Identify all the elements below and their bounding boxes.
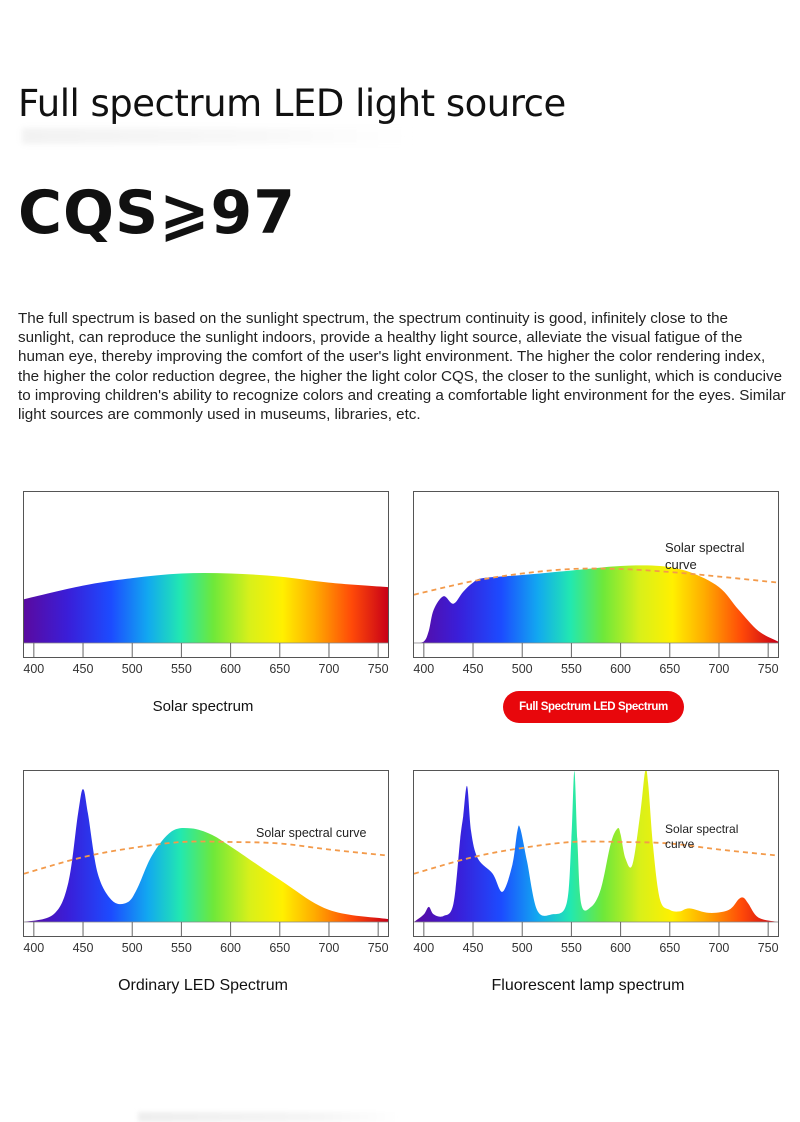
x-tick-label: 750: [368, 662, 389, 676]
ordinary-led-chart: Solar spectral curve 400 450 500 550 600 650 7…: [23, 770, 389, 960]
x-tick-label: 600: [610, 941, 631, 955]
x-tick-label: 600: [220, 662, 241, 676]
x-tick-label: 550: [171, 941, 192, 955]
x-tick-label: 650: [269, 941, 290, 955]
fluorescent-lamp-svg: Solar spectral curve 400 450 500 550 600 650 7…: [413, 770, 779, 955]
solar-curve-label-line2: curve: [665, 837, 695, 851]
solar-reference-curve: [413, 567, 779, 596]
bottom-text-decoration: [138, 1112, 398, 1122]
x-tick-label: 750: [368, 941, 389, 955]
solar-spectrum-chart: 400 450 500 550 600 650 700 750: [23, 491, 389, 681]
spectrum-area: [414, 565, 778, 643]
plot-frame: [413, 770, 779, 937]
solar-spectrum-svg: 400 450 500 550 600 650 700 750: [23, 491, 389, 676]
x-tick-label: 600: [220, 941, 241, 955]
x-tick-label: 500: [512, 662, 533, 676]
x-tick-label: 650: [269, 662, 290, 676]
x-tick-label: 450: [73, 941, 94, 955]
x-tick-label: 700: [319, 941, 340, 955]
x-tick-label: 500: [512, 941, 533, 955]
plot-frame: [413, 491, 779, 658]
plot-frame: [23, 770, 389, 937]
x-tick-label: 750: [758, 941, 779, 955]
spectrum-area: [414, 770, 778, 922]
solar-reference-curve: [23, 840, 389, 875]
x-tick-label: 700: [709, 941, 730, 955]
x-tick-label: 650: [659, 662, 680, 676]
x-tick-label: 550: [561, 941, 582, 955]
x-tick-label: 400: [413, 662, 434, 676]
x-tick-label: 600: [610, 662, 631, 676]
spectrum-area: [24, 789, 388, 922]
title-shadow-decoration: [22, 128, 412, 144]
x-tick-label: 700: [319, 662, 340, 676]
solar-reference-curve: [413, 840, 779, 875]
fluorescent-lamp-chart: Solar spectral curve 400 450 500 550 600 650 7…: [413, 770, 779, 960]
fluorescent-lamp-caption: Fluorescent lamp spectrum: [491, 977, 685, 994]
x-tick-label: 400: [23, 941, 44, 955]
solar-curve-label: Solar spectral curve: [256, 826, 367, 840]
x-tick-label: 450: [73, 662, 94, 676]
solar-curve-label-line1: Solar spectral: [665, 822, 738, 836]
solar-spectrum-caption: Solar spectrum: [152, 698, 254, 715]
solar-curve-label-line1: Solar spectral: [665, 540, 745, 555]
cqs-metric: CQS⩾97: [18, 178, 297, 248]
ordinary-led-caption: Ordinary LED Spectrum: [118, 977, 288, 994]
x-tick-label: 450: [463, 662, 484, 676]
spectrum-area: [24, 573, 388, 643]
plot-frame: [23, 491, 389, 658]
x-tick-label: 750: [758, 662, 779, 676]
x-tick-label: 500: [122, 941, 143, 955]
full-spectrum-led-svg: Solar spectral curve 400 450 500 550 600 650 7…: [413, 491, 779, 676]
axis-band: [24, 922, 388, 936]
x-tick-label: 550: [171, 662, 192, 676]
full-spectrum-led-caption-badge: Full Spectrum LED Spectrum: [503, 691, 684, 723]
x-tick-label: 700: [709, 662, 730, 676]
solar-curve-label-line2: curve: [665, 557, 697, 572]
page-title: Full spectrum LED light source: [18, 82, 566, 125]
ordinary-led-svg: Solar spectral curve 400 450 500 550 600 650 7…: [23, 770, 389, 955]
x-tick-label: 650: [659, 941, 680, 955]
axis-band: [414, 922, 778, 936]
axis-band: [414, 643, 778, 657]
x-tick-label: 500: [122, 662, 143, 676]
x-tick-label: 450: [463, 941, 484, 955]
axis-band: [24, 643, 388, 657]
x-tick-label: 400: [413, 941, 434, 955]
x-tick-label: 400: [23, 662, 44, 676]
description-paragraph: The full spectrum is based on the sunlig…: [18, 310, 786, 424]
x-tick-label: 550: [561, 662, 582, 676]
full-spectrum-led-chart: Solar spectral curve 400 450 500 550 600 650 7…: [413, 491, 779, 681]
